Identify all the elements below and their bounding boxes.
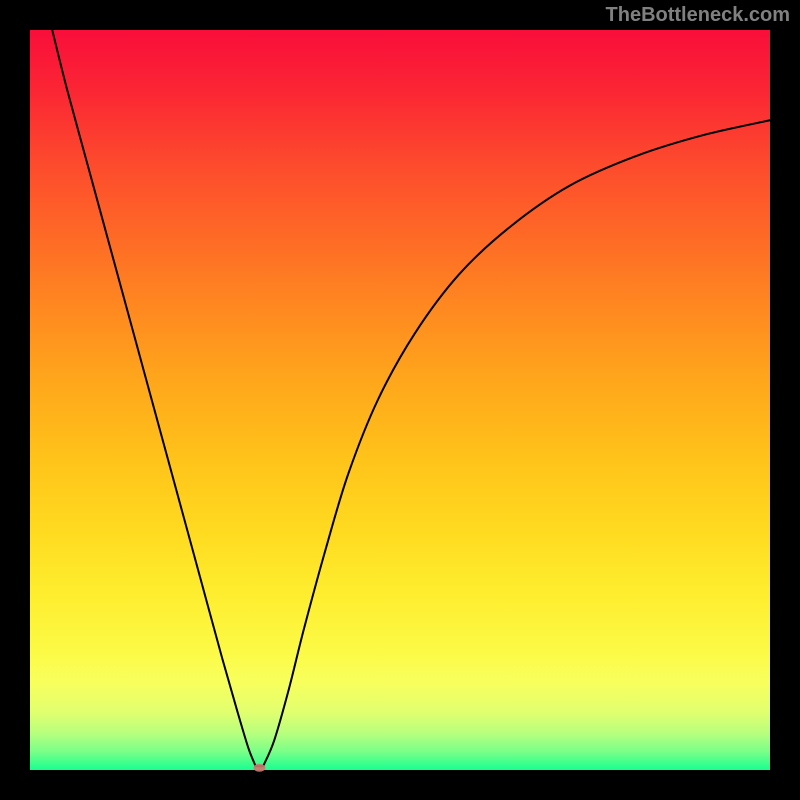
watermark-text: TheBottleneck.com: [606, 4, 790, 27]
plot-background: [30, 30, 770, 770]
chart-container: { "watermark": { "text": "TheBottleneck.…: [0, 0, 800, 800]
minimum-marker: [253, 764, 265, 772]
bottleneck-chart: [0, 0, 800, 800]
